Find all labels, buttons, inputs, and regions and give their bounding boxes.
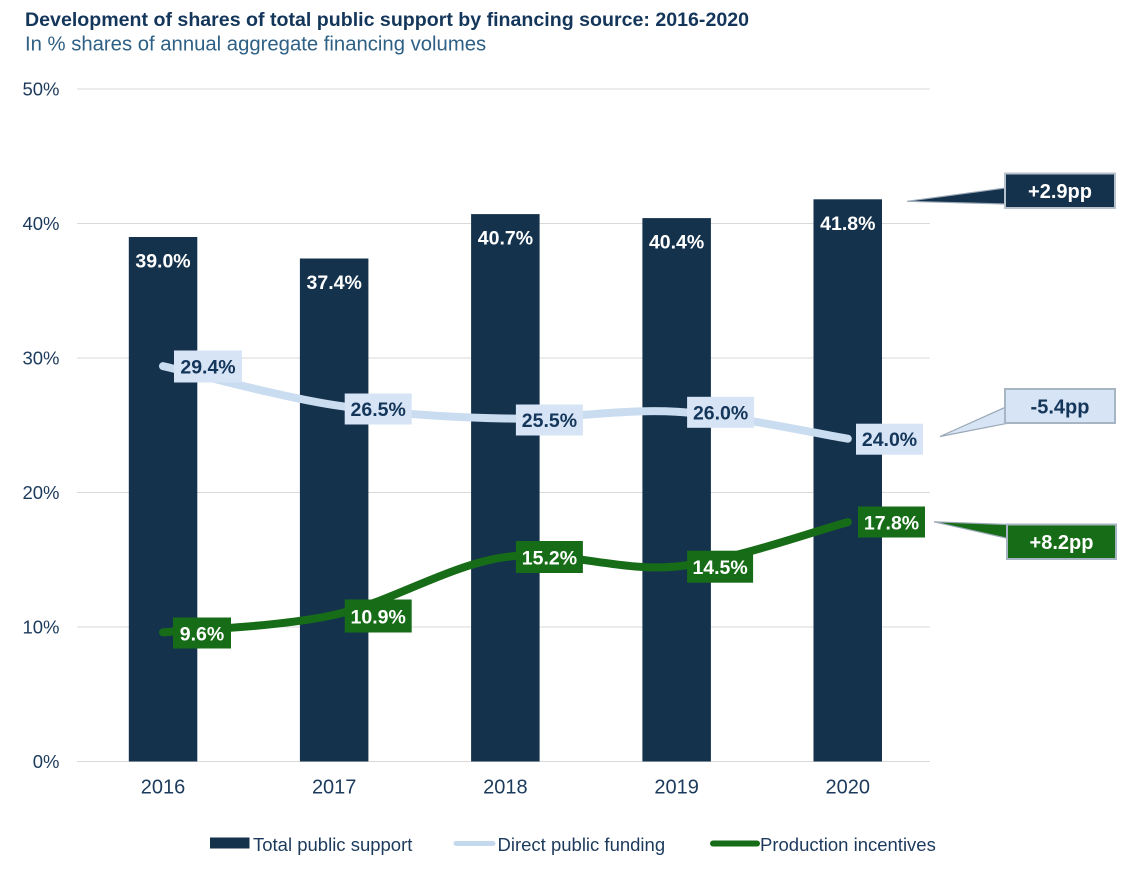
svg-text:50%: 50% [22,79,59,100]
svg-text:15.2%: 15.2% [522,548,577,570]
svg-text:41.8%: 41.8% [820,213,875,235]
svg-text:+2.9pp: +2.9pp [1028,181,1092,203]
svg-text:29.4%: 29.4% [180,357,235,379]
svg-text:14.5%: 14.5% [692,557,747,579]
svg-text:In % shares of annual aggregat: In % shares of annual aggregate financin… [25,34,486,56]
svg-text:Development of shares of total: Development of shares of total public su… [25,9,749,31]
svg-text:2019: 2019 [654,777,699,799]
svg-text:-5.4pp: -5.4pp [1031,397,1090,419]
svg-text:37.4%: 37.4% [307,272,362,294]
svg-text:25.5%: 25.5% [522,410,577,432]
svg-text:2017: 2017 [312,777,357,799]
svg-text:26.5%: 26.5% [351,399,406,421]
svg-text:Production incentives: Production incentives [760,834,936,855]
svg-text:0%: 0% [33,751,60,772]
svg-text:Total public support: Total public support [253,834,412,855]
svg-text:17.8%: 17.8% [864,513,919,535]
svg-text:10%: 10% [22,617,59,638]
svg-text:40%: 40% [22,213,59,234]
svg-text:20%: 20% [22,482,59,503]
svg-text:26.0%: 26.0% [693,402,748,424]
svg-text:+8.2pp: +8.2pp [1030,532,1094,554]
svg-text:24.0%: 24.0% [862,429,917,451]
svg-text:2016: 2016 [141,777,186,799]
svg-text:2020: 2020 [826,777,871,799]
svg-text:40.7%: 40.7% [478,228,533,250]
svg-text:30%: 30% [22,348,59,369]
svg-text:10.9%: 10.9% [351,607,406,629]
svg-text:9.6%: 9.6% [180,624,224,646]
svg-text:40.4%: 40.4% [649,232,704,254]
svg-text:39.0%: 39.0% [135,251,190,273]
svg-text:2018: 2018 [483,777,528,799]
svg-text:Direct public funding: Direct public funding [498,834,666,855]
